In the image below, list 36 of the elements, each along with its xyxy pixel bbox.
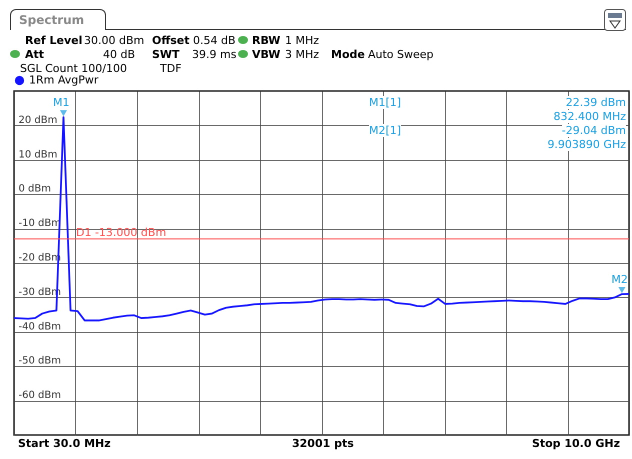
text: 1 MHz: [285, 34, 320, 47]
text: 0.54 dB: [193, 34, 236, 47]
y-tick-label: -60 dBm: [18, 390, 61, 402]
y-tick-label: 20 dBm: [18, 114, 58, 126]
text: Mode: [331, 48, 365, 61]
text: SGL Count 100/100: [20, 62, 127, 75]
text: Auto Sweep: [368, 48, 434, 61]
text: 32001 pts: [292, 437, 354, 450]
ref-line-label: D1 -13.000 dBm: [76, 226, 166, 239]
text: Stop 10.0 GHz: [532, 437, 620, 450]
text: VBW: [252, 48, 280, 61]
y-tick-label: -50 dBm: [18, 356, 61, 367]
text: Start 30.0 MHz: [18, 437, 111, 450]
text: 30.00 dBm: [84, 34, 144, 47]
annotation: 832.400 MHz: [553, 110, 626, 123]
text: 3 MHz: [285, 48, 320, 61]
text: 40 dB: [102, 48, 135, 61]
text: 39.9 ms: [192, 48, 236, 61]
text: TDF: [160, 62, 182, 75]
annotation: M1: [52, 96, 70, 110]
text: Ref Level: [25, 34, 82, 47]
legend-label: 1Rm AvgPwr: [29, 74, 99, 86]
text: Att: [25, 48, 44, 61]
y-tick-label: 0 dBm: [18, 184, 51, 195]
annotation: M2[1]: [369, 124, 402, 137]
chart-title: Spectrum: [10, 9, 106, 30]
text: RBW: [252, 34, 280, 47]
annotation: M2: [611, 273, 628, 286]
y-tick-label: 10 dBm: [18, 149, 58, 160]
annotation: -29.04 dBm: [562, 124, 626, 137]
annotation: 9.903890 GHz: [547, 138, 626, 151]
text: SWT: [152, 48, 180, 61]
annotation: 22.39 dBm: [566, 96, 626, 109]
y-tick-label: -40 dBm: [18, 321, 61, 332]
text: Offset: [152, 34, 190, 47]
annotation: M1[1]: [369, 96, 402, 109]
